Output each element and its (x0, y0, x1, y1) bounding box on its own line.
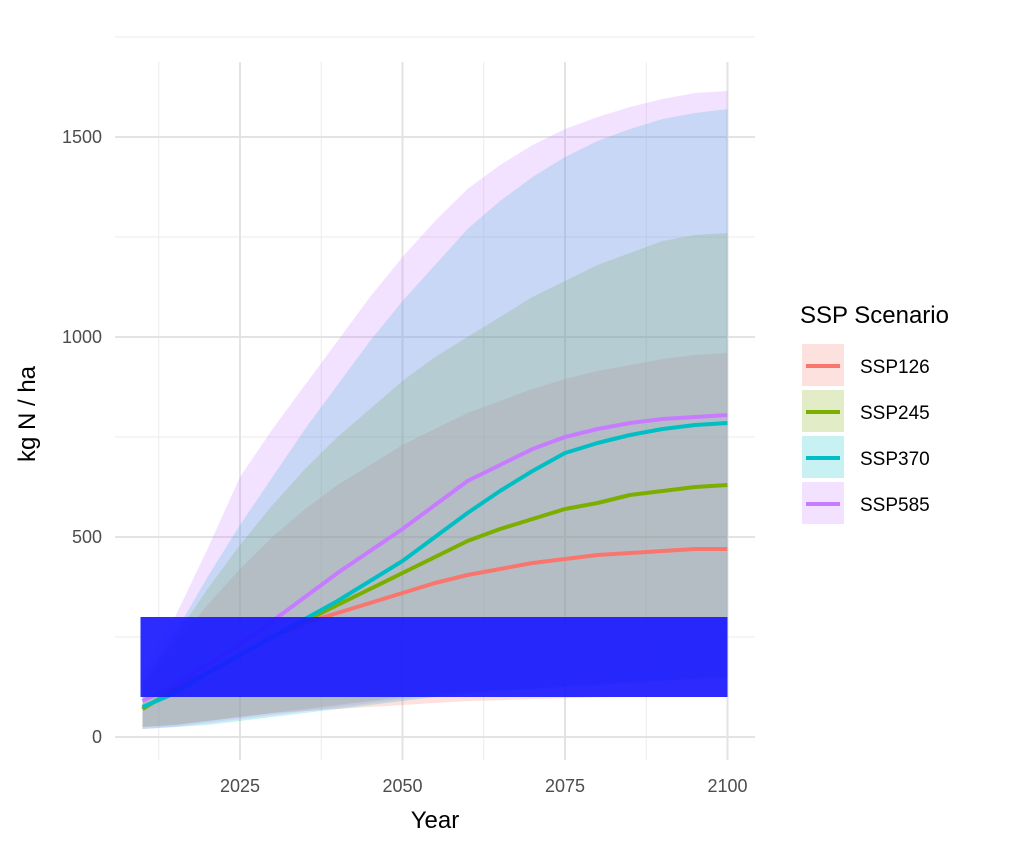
x-tick-label: 2050 (382, 776, 422, 796)
legend-item-ssp126: SSP126 (802, 344, 930, 386)
legend-item-ssp370: SSP370 (802, 436, 930, 478)
y-axis-ticks: 0 500 1000 1500 (62, 127, 102, 747)
ribbon-ssp585 (142, 91, 728, 729)
legend-items: SSP126 SSP245 SSP370 SSP585 (802, 344, 930, 524)
x-tick-label: 2025 (220, 776, 260, 796)
x-tick-label: 2075 (545, 776, 585, 796)
y-tick-label: 1000 (62, 327, 102, 347)
legend-title: SSP Scenario (800, 302, 949, 329)
y-axis-title: kg N / ha (14, 365, 41, 462)
legend-label: SSP370 (860, 449, 930, 470)
highlight-band (140, 617, 728, 697)
legend-label: SSP585 (860, 495, 930, 516)
legend-item-ssp585: SSP585 (802, 482, 930, 524)
legend-label: SSP245 (860, 403, 930, 424)
legend-label: SSP126 (860, 357, 930, 378)
ribbon-ssp370 (142, 109, 728, 729)
x-axis-ticks: 2025 2050 2075 2100 (220, 776, 748, 796)
x-axis-title: Year (411, 807, 460, 834)
legend-item-ssp245: SSP245 (802, 390, 930, 432)
ribbon-ssp245 (142, 233, 728, 727)
x-tick-label: 2100 (707, 776, 747, 796)
legend: SSP Scenario SSP126 SSP245 SSP370 SSP585 (800, 302, 949, 524)
y-tick-label: 500 (72, 527, 102, 547)
y-tick-label: 0 (92, 727, 102, 747)
y-tick-label: 1500 (62, 127, 102, 147)
